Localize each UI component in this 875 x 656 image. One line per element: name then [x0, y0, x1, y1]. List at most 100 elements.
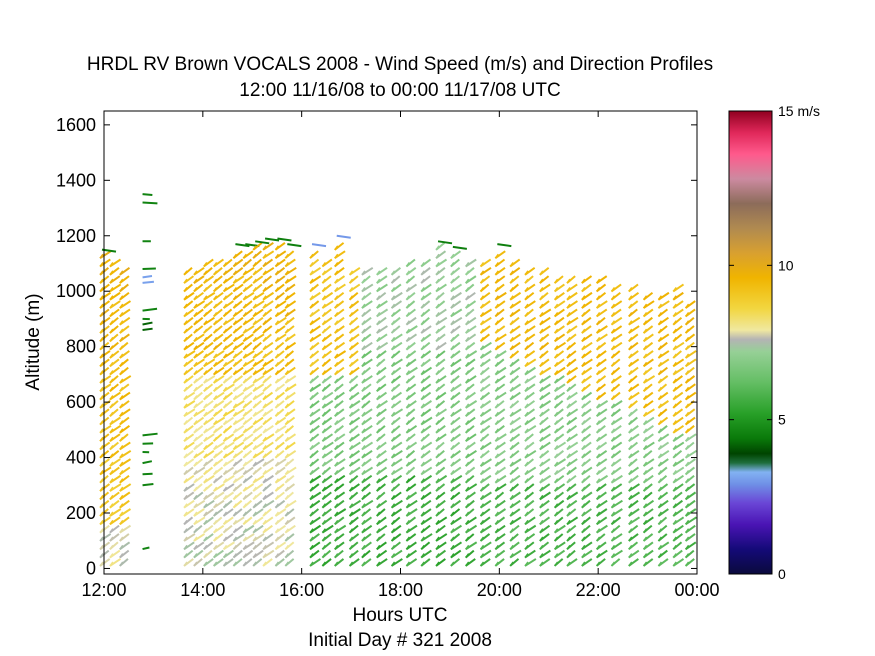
wind-barb-tick — [435, 336, 440, 342]
wind-barb-tick — [509, 336, 514, 342]
wind-barb-tick — [581, 278, 586, 284]
wind-barb-tick — [334, 519, 339, 525]
wind-barb-tick — [193, 519, 198, 525]
x-tick-label: 22:00 — [576, 580, 621, 600]
wind-barb-tick — [479, 262, 485, 267]
wind-barb-tick — [262, 561, 267, 567]
wind-barb-tick — [390, 511, 396, 517]
wind-barb-tick — [566, 494, 571, 500]
wind-barb-tick — [99, 395, 104, 401]
wind-barb-tick — [405, 561, 410, 567]
wind-barb-tick — [119, 278, 124, 284]
wind-barb-tick — [657, 445, 663, 450]
wind-barb-tick — [361, 453, 366, 459]
wind-barb-tick — [213, 270, 218, 276]
wind-barb-tick — [99, 536, 104, 542]
x-tick-label: 14:00 — [180, 580, 225, 600]
wind-barb-tick — [581, 353, 586, 359]
wind-barb-tick — [99, 461, 104, 467]
wind-barb-tick — [494, 386, 499, 392]
wind-barb-tick — [252, 494, 257, 500]
wind-barb — [405, 366, 418, 376]
wind-barb-tick — [203, 336, 208, 342]
wind-profile — [465, 258, 478, 567]
wind-barb-tick — [284, 561, 289, 567]
wind-barb-tick — [242, 386, 247, 392]
wind-barb-tick — [610, 519, 616, 525]
wind-barb-tick — [252, 536, 257, 542]
wind-barb — [437, 240, 453, 245]
wind-barb-tick — [213, 386, 218, 392]
wind-barb-tick — [361, 395, 366, 401]
wind-barb-tick — [435, 453, 440, 459]
wind-barb-tick — [284, 403, 289, 409]
wind-barb-tick — [183, 311, 188, 317]
wind-barb-tick — [119, 270, 124, 276]
wind-barb-tick — [242, 303, 247, 309]
wind-barb-tick — [252, 328, 257, 334]
wind-barb-tick — [581, 445, 586, 450]
wind-barb-tick — [232, 511, 238, 517]
wind-barb-tick — [420, 494, 425, 500]
wind-barb-tick — [193, 336, 198, 342]
wind-barb-tick — [450, 553, 455, 559]
wind-barb-tick — [554, 494, 559, 500]
wind-barb-tick — [242, 519, 247, 525]
wind-barb-tick — [334, 345, 339, 351]
wind-barb-tick — [348, 286, 354, 292]
wind-barb-tick — [99, 494, 104, 500]
wind-barb-tick — [596, 553, 601, 559]
wind-barb-tick — [222, 395, 228, 401]
chart-subtitle: 12:00 11/16/08 to 00:00 11/17/08 UTC — [239, 80, 560, 101]
x-tick-label: 20:00 — [477, 580, 522, 600]
wind-barb-tick — [479, 328, 485, 334]
wind-barb-tick — [376, 336, 381, 342]
wind-barb-tick — [672, 403, 677, 409]
wind-barb-tick — [183, 361, 188, 367]
wind-barb — [142, 321, 153, 326]
wind-barb — [497, 243, 512, 248]
wind-barb-tick — [348, 469, 354, 475]
wind-profile — [553, 275, 567, 567]
wind-barb-tick — [672, 370, 677, 376]
wind-barb-tick — [361, 469, 366, 475]
wind-barb-tick — [390, 361, 396, 367]
wind-barb-tick — [203, 553, 208, 559]
wind-barb-tick — [193, 353, 198, 359]
wind-barb-tick — [376, 311, 381, 317]
wind-barb-tick — [321, 469, 326, 475]
wind-barb-tick — [242, 336, 247, 342]
wind-barb-tick — [405, 436, 410, 442]
wind-barb-tick — [309, 320, 314, 326]
wind-barb-tick — [348, 386, 354, 392]
wind-barb-tick — [628, 345, 633, 351]
wind-barb-tick — [581, 461, 586, 467]
wind-barb-tick — [109, 345, 114, 351]
wind-barb-tick — [566, 428, 571, 434]
wind-barb — [142, 307, 158, 312]
wind-barb — [336, 234, 351, 239]
wind-barb-tick — [596, 436, 601, 442]
wind-barb-tick — [465, 320, 470, 326]
wind-barb-tick — [348, 270, 354, 276]
wind-barb-tick — [554, 544, 559, 550]
wind-barb — [539, 308, 552, 318]
wind-barb-tick — [203, 486, 208, 492]
wind-barb-tick — [213, 303, 218, 309]
wind-barb-tick — [213, 561, 218, 567]
wind-barb-tick — [232, 311, 238, 317]
wind-barb-tick — [321, 403, 326, 409]
wind-barb-tick — [376, 303, 381, 309]
wind-barb-tick — [232, 336, 238, 342]
wind-barb-tick — [361, 494, 366, 500]
wind-barb — [509, 408, 522, 418]
wind-barb-tick — [119, 361, 124, 367]
wind-barb — [142, 432, 158, 437]
wind-barb-tick — [672, 478, 677, 484]
wind-barb — [99, 466, 112, 476]
wind-barb-tick — [183, 428, 188, 434]
wind-barb-tick — [262, 361, 267, 367]
wind-barb-tick — [284, 253, 289, 259]
wind-barb-tick — [262, 270, 267, 276]
wind-barb-tick — [566, 528, 571, 534]
